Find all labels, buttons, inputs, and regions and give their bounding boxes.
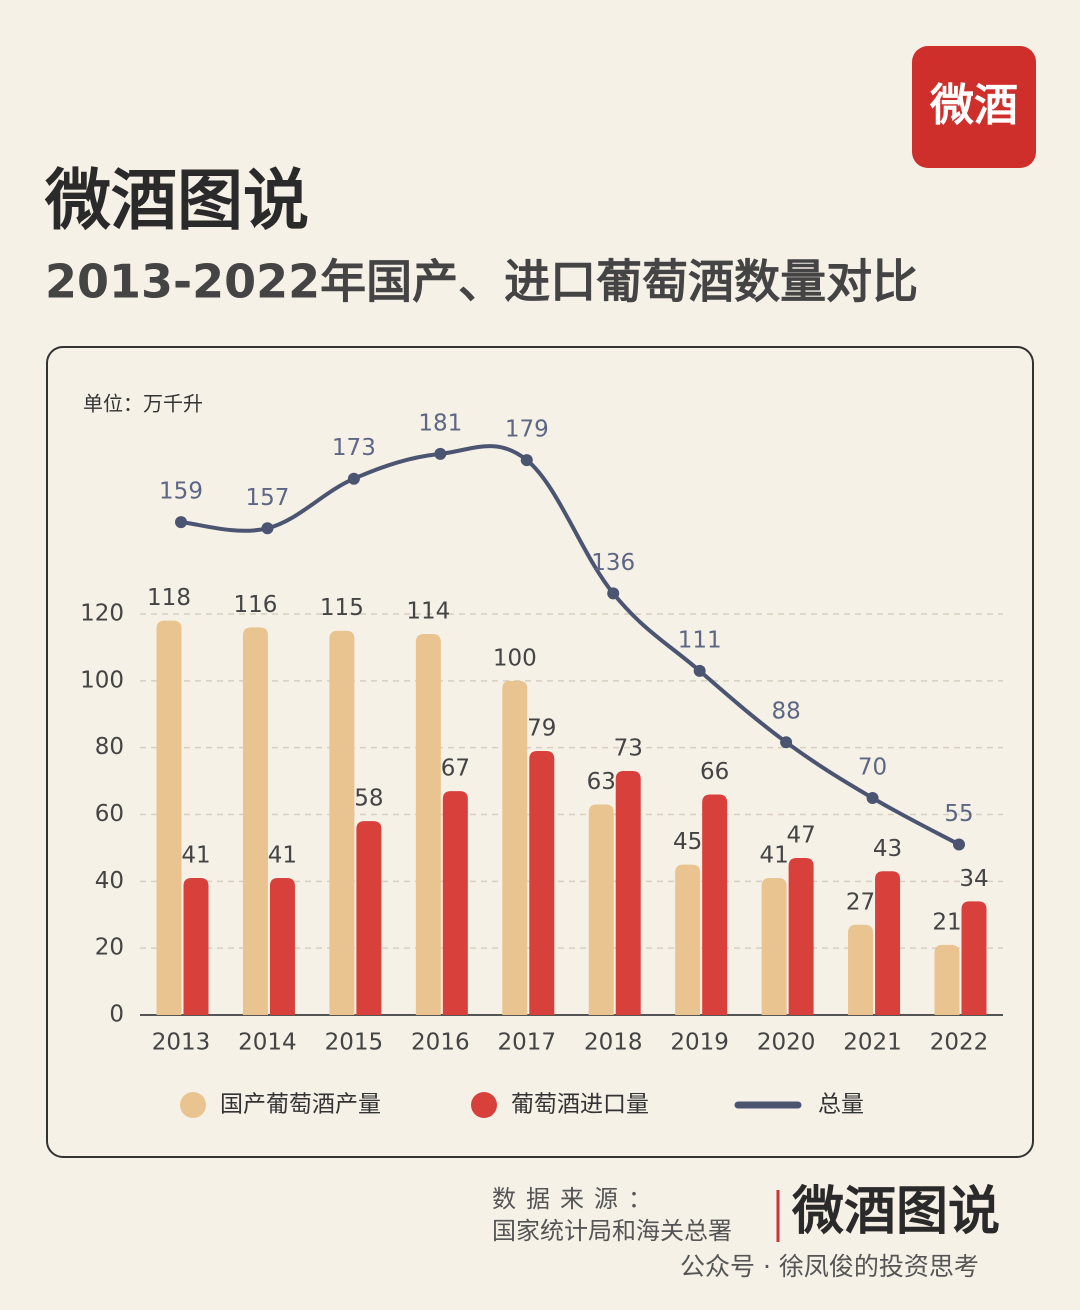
value-label: 118 <box>147 585 191 611</box>
brand: 微酒图说 <box>44 162 309 239</box>
value-label: 88 <box>771 699 800 725</box>
bar <box>588 804 614 1015</box>
bar <box>242 627 268 1015</box>
logo-text: 微酒 <box>929 80 1018 131</box>
legend-swatch <box>471 1092 497 1118</box>
bar <box>875 871 901 1015</box>
y-tick-label: 40 <box>95 868 124 894</box>
y-tick-label: 0 <box>109 1002 124 1028</box>
value-label: 179 <box>505 417 549 443</box>
line-point <box>434 447 447 460</box>
value-label: 173 <box>332 435 376 461</box>
line-point <box>780 736 793 749</box>
value-label: 66 <box>700 759 729 785</box>
bar <box>934 944 960 1015</box>
legend-swatch <box>180 1092 206 1118</box>
value-label: 63 <box>587 769 616 795</box>
bar <box>788 857 814 1015</box>
y-tick-label: 20 <box>95 935 124 961</box>
bar <box>442 791 468 1015</box>
line-point <box>693 664 706 677</box>
bar <box>415 634 441 1015</box>
x-tick-label: 2017 <box>498 1030 557 1056</box>
x-tick-label: 2015 <box>325 1030 384 1056</box>
bar <box>356 821 382 1015</box>
x-tick-label: 2022 <box>930 1030 989 1056</box>
bar <box>761 877 787 1015</box>
legend-label: 总量 <box>818 1092 864 1118</box>
value-label: 181 <box>418 410 462 436</box>
value-label: 45 <box>673 829 702 855</box>
value-label: 34 <box>959 866 988 892</box>
x-tick-label: 2018 <box>584 1030 643 1056</box>
value-label: 47 <box>786 822 815 848</box>
legend-label: 葡萄酒进口量 <box>511 1092 649 1118</box>
footer-brand: 微酒图说 <box>791 1182 1000 1242</box>
x-tick-label: 2013 <box>152 1030 211 1056</box>
value-label: 41 <box>268 842 297 868</box>
value-label: 43 <box>873 836 902 862</box>
value-label: 115 <box>320 595 364 621</box>
chart-title: 2013-2022年国产、进口葡萄酒数量对比 <box>45 255 918 309</box>
value-label: 41 <box>181 842 210 868</box>
bar <box>529 751 555 1015</box>
value-label: 73 <box>614 736 643 762</box>
line-point <box>175 516 187 529</box>
value-label: 55 <box>944 801 973 827</box>
logo-box <box>912 46 1036 168</box>
y-tick-label: 80 <box>95 734 124 760</box>
line-point <box>953 838 965 851</box>
account: 公众号 · 徐凤俊的投资思考 <box>680 1252 979 1281</box>
y-tick-label: 60 <box>95 801 124 827</box>
plot: 0 20 40 60 80 100 120 2013 2014 2015 2016 2017 2018 2… <box>80 410 1003 1118</box>
bar <box>183 877 209 1015</box>
bar <box>329 630 355 1015</box>
value-label: 111 <box>678 627 722 653</box>
line-point <box>261 522 274 535</box>
bar <box>675 864 701 1015</box>
value-label: 79 <box>527 716 556 742</box>
x-tick-label: 2019 <box>670 1030 729 1056</box>
chart-panel <box>46 346 1034 1158</box>
y-tick-label: 120 <box>80 601 124 627</box>
value-label: 114 <box>406 599 450 625</box>
bar <box>156 620 182 1015</box>
bar <box>702 794 728 1015</box>
value-label: 58 <box>354 786 383 812</box>
value-label: 116 <box>233 592 277 618</box>
value-label: 67 <box>441 756 470 782</box>
x-tick-label: 2021 <box>843 1030 902 1056</box>
bar <box>269 877 295 1015</box>
source-label: 数据来源： <box>492 1185 662 1213</box>
x-tick-label: 2014 <box>238 1030 297 1056</box>
line-point <box>347 472 360 485</box>
value-label: 159 <box>159 479 203 505</box>
value-label: 157 <box>245 485 289 511</box>
value-label: 27 <box>846 889 875 915</box>
bar <box>961 901 987 1015</box>
x-tick-label: 2020 <box>757 1030 816 1056</box>
value-label: 70 <box>858 755 887 781</box>
line-point <box>866 792 879 804</box>
legend-label: 国产葡萄酒产量 <box>220 1092 381 1118</box>
value-label: 100 <box>493 645 537 671</box>
bar <box>502 680 528 1015</box>
value-label: 136 <box>591 550 635 576</box>
value-label: 21 <box>932 909 961 935</box>
line-point <box>607 587 620 600</box>
unit-label: 单位：万千升 <box>83 392 203 416</box>
y-tick-label: 100 <box>80 667 124 693</box>
line-point <box>520 454 533 467</box>
value-label: 41 <box>759 842 788 868</box>
bar <box>848 924 874 1015</box>
line <box>180 444 960 847</box>
bar <box>615 771 641 1015</box>
x-tick-label: 2016 <box>411 1030 470 1056</box>
source: 国家统计局和海关总署 <box>492 1217 732 1245</box>
